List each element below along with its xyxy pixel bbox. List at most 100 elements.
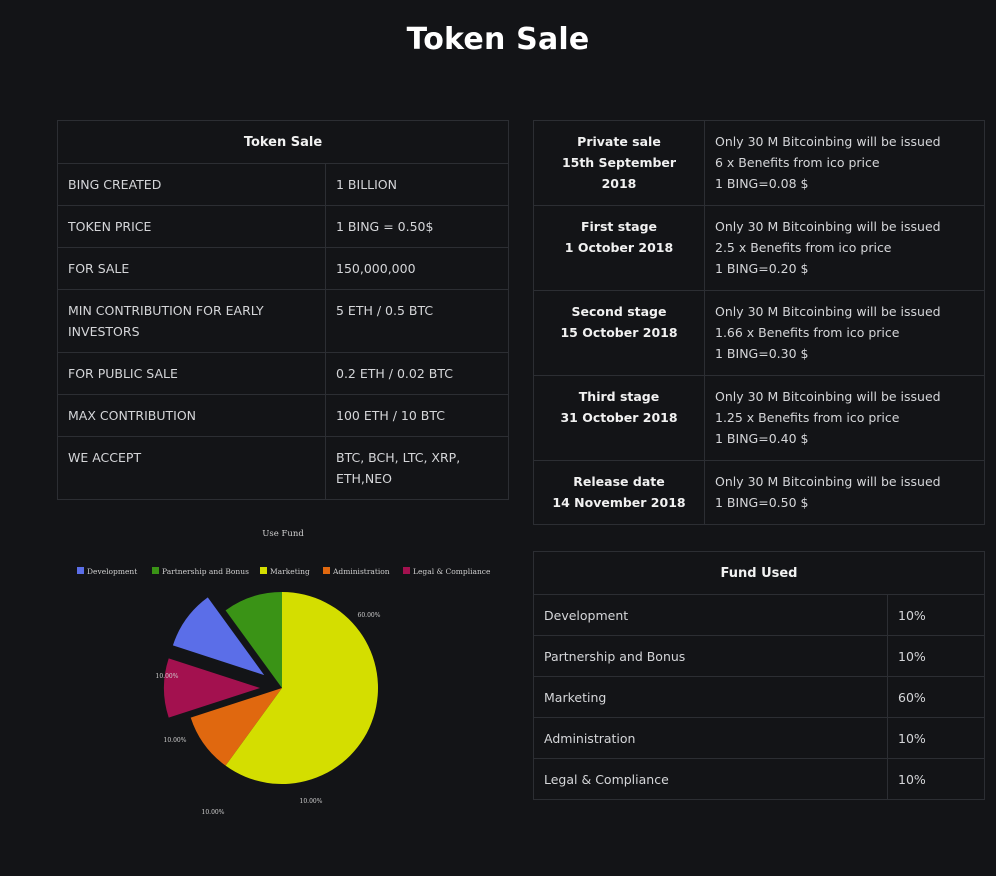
page-title: Token Sale (406, 22, 590, 57)
fund-percent: 10% (887, 635, 985, 677)
stage-info-line: 1 BING=0.40 $ (715, 431, 809, 446)
row-value: 1 BILLION (325, 163, 509, 206)
stage-info-line: Only 30 M Bitcoinbing will be issued (715, 219, 941, 234)
stage-date: 15 October 2018 (560, 325, 678, 340)
stage-name: Third stage (578, 389, 660, 404)
fund-percent: 10% (887, 758, 985, 800)
stage-info-line: 2.5 x Benefits from ico price (715, 240, 892, 255)
table-row: Partnership and Bonus 10% (533, 635, 985, 677)
table-row: Third stage 31 October 2018 Only 30 M Bi… (533, 375, 985, 461)
table-row: MAX CONTRIBUTION 100 ETH / 10 BTC (57, 394, 509, 437)
use-fund-pie-chart: Use Fund Development Partnership and Bonu… (77, 529, 491, 816)
legend-label-administration: Administration (332, 567, 390, 576)
pie-slice-legal-compliance (164, 658, 260, 718)
pie-slice-development (172, 597, 265, 676)
table-row: Second stage 15 October 2018 Only 30 M B… (533, 290, 985, 376)
pie-label-development: 10.00% (164, 737, 187, 744)
stage-cell: Third stage 31 October 2018 (533, 375, 705, 461)
stage-info-line: 1 BING=0.20 $ (715, 261, 809, 276)
stage-info-line: 6 x Benefits from ico price (715, 155, 880, 170)
stage-info: Only 30 M Bitcoinbing will be issued 2.5… (704, 205, 985, 291)
row-value: 100 ETH / 10 BTC (325, 394, 509, 437)
fund-percent: 10% (887, 594, 985, 636)
table-row: FOR PUBLIC SALE 0.2 ETH / 0.02 BTC (57, 352, 509, 395)
fund-used-table: Fund Used Development 10% Partnership an… (533, 551, 985, 800)
table-row: Development 10% (533, 594, 985, 636)
stage-info-line: 1.66 x Benefits from ico price (715, 325, 900, 340)
pie-label-administration: 10.00% (300, 798, 323, 805)
stage-info-line: 1 BING=0.08 $ (715, 176, 809, 191)
stage-info-line: 1.25 x Benefits from ico price (715, 410, 900, 425)
fund-label: Legal & Compliance (533, 758, 888, 800)
stage-info-line: Only 30 M Bitcoinbing will be issued (715, 389, 941, 404)
row-label: MAX CONTRIBUTION (57, 394, 326, 437)
stage-info: Only 30 M Bitcoinbing will be issued 6 x… (704, 120, 985, 206)
table-row: BING CREATED 1 BILLION (57, 163, 509, 206)
stage-info-line: 1 BING=0.50 $ (715, 495, 809, 510)
stage-info-line: Only 30 M Bitcoinbing will be issued (715, 304, 941, 319)
stage-info-line: Only 30 M Bitcoinbing will be issued (715, 474, 941, 489)
pie-label-marketing: 60.00% (358, 612, 381, 619)
legend-label-legal-compliance: Legal & Compliance (413, 567, 491, 576)
row-label: BING CREATED (57, 163, 326, 206)
fund-label: Development (533, 594, 888, 636)
row-label: FOR SALE (57, 247, 326, 290)
stage-name: First stage (580, 219, 658, 234)
table-row: Private sale 15th September 2018 Only 30… (533, 120, 985, 206)
stage-name: Release date (573, 474, 665, 489)
fund-label: Administration (533, 717, 888, 759)
legend-label-development: Development (87, 567, 137, 576)
pie-label-legal-compliance: 10.00% (202, 809, 225, 816)
stage-cell: First stage 1 October 2018 (533, 205, 705, 291)
stage-name: Private sale (577, 134, 661, 149)
stage-info: Only 30 M Bitcoinbing will be issued 1.2… (704, 375, 985, 461)
stage-name: Second stage (571, 304, 667, 319)
token-sale-table-header: Token Sale (57, 120, 509, 164)
fund-label: Marketing (533, 676, 888, 718)
stage-info-line: 1 BING=0.30 $ (715, 346, 809, 361)
pie-slice-administration (190, 688, 282, 766)
legend-label-partnership-and-bonus: Partnership and Bonus (162, 567, 249, 576)
row-value: BTC, BCH, LTC, XRP, ETH,NEO (325, 436, 509, 500)
stage-date: 31 October 2018 (560, 410, 678, 425)
stage-cell: Private sale 15th September 2018 (533, 120, 705, 206)
table-row: Release date 14 November 2018 Only 30 M … (533, 460, 985, 525)
stage-cell: Release date 14 November 2018 (533, 460, 705, 525)
stage-cell: Second stage 15 October 2018 (533, 290, 705, 376)
row-label: WE ACCEPT (57, 436, 326, 500)
legend-swatch-legal-compliance (403, 567, 410, 574)
pie-slices (164, 592, 378, 784)
fund-percent: 60% (887, 676, 985, 718)
chart-legend: Development Partnership and Bonus Marketin… (77, 567, 491, 576)
row-label: MIN CONTRIBUTION FOR EARLY INVESTORS (57, 289, 326, 353)
row-value: 0.2 ETH / 0.02 BTC (325, 352, 509, 395)
table-row: FOR SALE 150,000,000 (57, 247, 509, 290)
stage-info-line: Only 30 M Bitcoinbing will be issued (715, 134, 941, 149)
legend-swatch-partnership-and-bonus (152, 567, 159, 574)
row-label: FOR PUBLIC SALE (57, 352, 326, 395)
table-row: MIN CONTRIBUTION FOR EARLY INVESTORS 5 E… (57, 289, 509, 353)
table-row: WE ACCEPT BTC, BCH, LTC, XRP, ETH,NEO (57, 436, 509, 500)
chart-title: Use Fund (262, 529, 304, 539)
pie-slice-partnership-and-bonus (225, 592, 282, 688)
sale-stages-table: Private sale 15th September 2018 Only 30… (533, 120, 985, 525)
legend-swatch-marketing (260, 567, 267, 574)
table-row: First stage 1 October 2018 Only 30 M Bit… (533, 205, 985, 291)
table-row: Legal & Compliance 10% (533, 758, 985, 800)
legend-swatch-development (77, 567, 84, 574)
stage-info: Only 30 M Bitcoinbing will be issued 1.6… (704, 290, 985, 376)
stage-date: 14 November 2018 (552, 495, 686, 510)
token-sale-table: Token Sale BING CREATED 1 BILLION TOKEN … (57, 120, 509, 500)
pie-label-partnership-and-bonus: 10.00% (156, 673, 179, 680)
stage-info: Only 30 M Bitcoinbing will be issued 1 B… (704, 460, 985, 525)
table-row: TOKEN PRICE 1 BING = 0.50$ (57, 205, 509, 248)
row-label: TOKEN PRICE (57, 205, 326, 248)
stage-date: 15th September 2018 (561, 155, 677, 191)
legend-label-marketing: Marketing (270, 567, 310, 576)
fund-percent: 10% (887, 717, 985, 759)
row-value: 150,000,000 (325, 247, 509, 290)
row-value: 1 BING = 0.50$ (325, 205, 509, 248)
table-row: Administration 10% (533, 717, 985, 759)
pie-labels: 10.00% 10.00% 60.00% 10.00% 10.00% (156, 612, 381, 816)
stage-date: 1 October 2018 (564, 240, 674, 255)
